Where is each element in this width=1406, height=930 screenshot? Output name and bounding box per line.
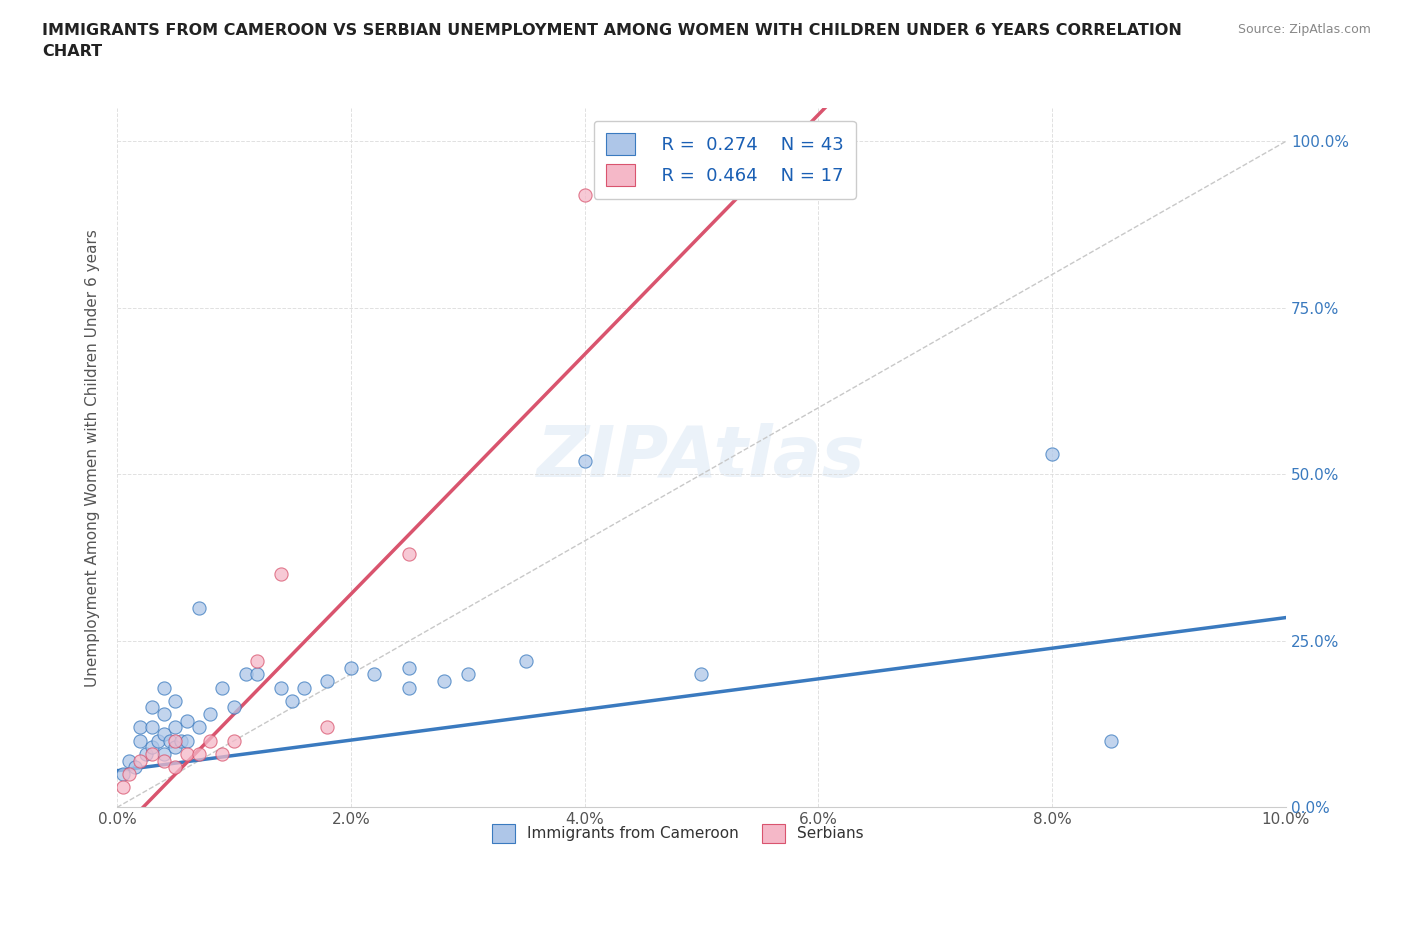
- Point: [246, 667, 269, 682]
- Point: [292, 680, 315, 695]
- Point: [187, 720, 209, 735]
- Point: [235, 667, 257, 682]
- Point: [111, 766, 134, 781]
- Point: [129, 753, 152, 768]
- Point: [211, 747, 233, 762]
- Point: [270, 680, 292, 695]
- Y-axis label: Unemployment Among Women with Children Under 6 years: Unemployment Among Women with Children U…: [86, 229, 100, 686]
- Point: [152, 707, 174, 722]
- Point: [222, 734, 245, 749]
- Point: [1040, 447, 1063, 462]
- Point: [270, 566, 292, 581]
- Point: [129, 720, 152, 735]
- Point: [187, 600, 209, 615]
- Point: [129, 734, 152, 749]
- Point: [187, 747, 209, 762]
- Point: [398, 660, 420, 675]
- Point: [152, 680, 174, 695]
- Point: [124, 760, 146, 775]
- Point: [141, 747, 163, 762]
- Point: [339, 660, 361, 675]
- Point: [398, 547, 420, 562]
- Point: [152, 726, 174, 741]
- Point: [433, 673, 456, 688]
- Point: [152, 747, 174, 762]
- Text: ZIPAtlas: ZIPAtlas: [537, 423, 866, 492]
- Point: [574, 454, 596, 469]
- Point: [165, 694, 187, 709]
- Point: [111, 780, 134, 795]
- Point: [118, 753, 141, 768]
- Point: [574, 187, 596, 202]
- Point: [176, 747, 198, 762]
- Point: [211, 680, 233, 695]
- Point: [200, 707, 222, 722]
- Point: [316, 673, 339, 688]
- Point: [398, 680, 420, 695]
- Point: [170, 734, 193, 749]
- Point: [118, 766, 141, 781]
- Point: [152, 753, 174, 768]
- Point: [165, 720, 187, 735]
- Point: [165, 760, 187, 775]
- Point: [281, 694, 304, 709]
- Point: [176, 734, 198, 749]
- Point: [159, 734, 181, 749]
- Text: Source: ZipAtlas.com: Source: ZipAtlas.com: [1237, 23, 1371, 36]
- Point: [165, 740, 187, 755]
- Point: [141, 740, 163, 755]
- Point: [246, 654, 269, 669]
- Point: [200, 734, 222, 749]
- Point: [165, 734, 187, 749]
- Point: [1099, 734, 1122, 749]
- Point: [363, 667, 385, 682]
- Point: [146, 734, 169, 749]
- Text: IMMIGRANTS FROM CAMEROON VS SERBIAN UNEMPLOYMENT AMONG WOMEN WITH CHILDREN UNDER: IMMIGRANTS FROM CAMEROON VS SERBIAN UNEM…: [42, 23, 1182, 60]
- Point: [690, 667, 713, 682]
- Point: [176, 713, 198, 728]
- Point: [457, 667, 479, 682]
- Point: [222, 700, 245, 715]
- Point: [515, 654, 537, 669]
- Point: [316, 720, 339, 735]
- Point: [141, 700, 163, 715]
- Point: [135, 747, 157, 762]
- Legend: Immigrants from Cameroon, Serbians: Immigrants from Cameroon, Serbians: [486, 817, 870, 849]
- Point: [141, 720, 163, 735]
